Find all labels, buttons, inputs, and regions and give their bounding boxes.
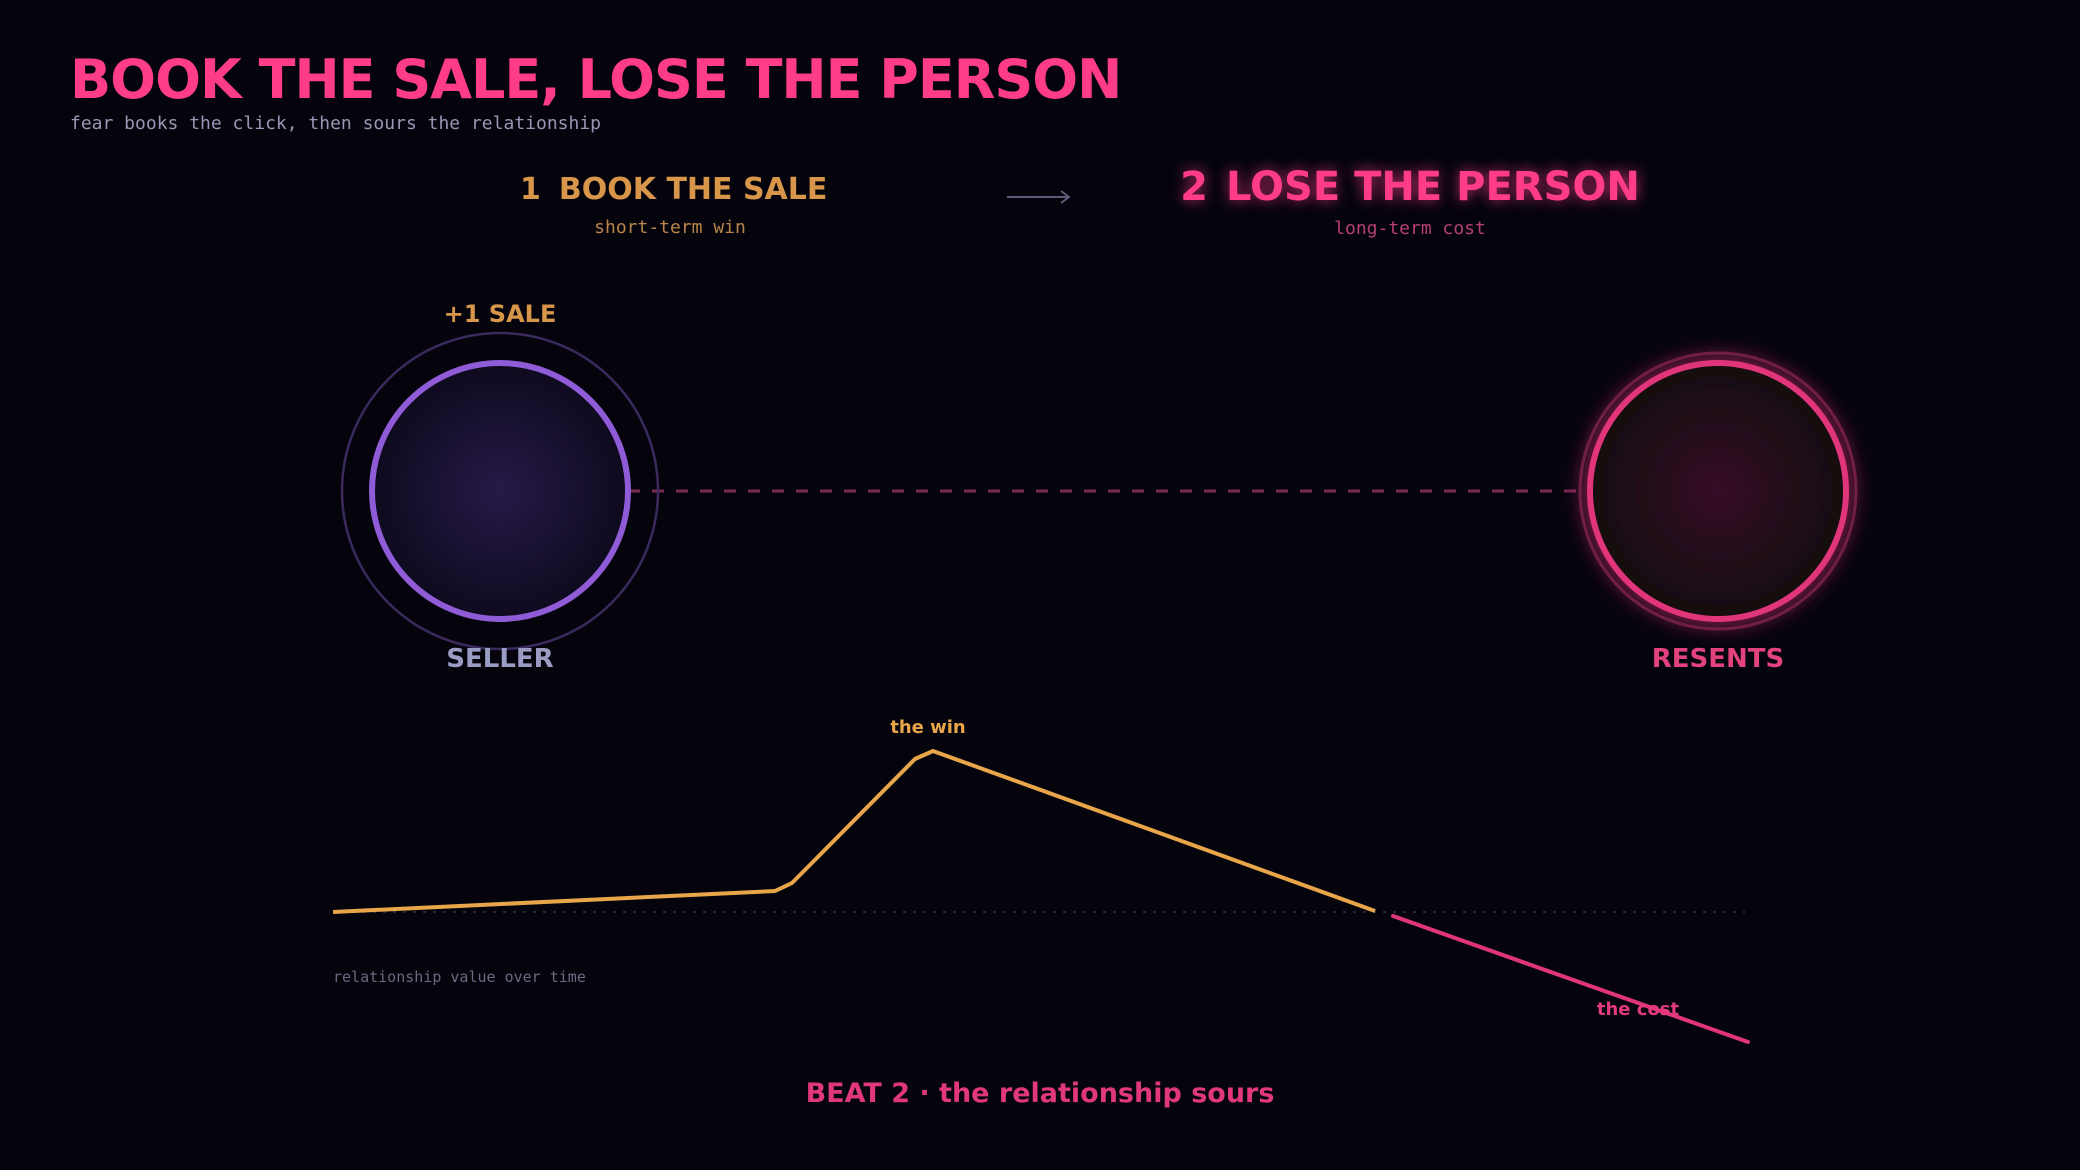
- cost-label: the cost: [1596, 999, 1680, 1020]
- step-number: 2: [1180, 164, 1208, 210]
- step-caption: short-term win: [594, 217, 746, 238]
- step-heading: 2 LOSE THE PERSON: [1180, 164, 1640, 210]
- seller-halo: [340, 331, 660, 651]
- seller-label: SELLER: [446, 644, 554, 674]
- page-subtitle: fear books the click, then sours the rel…: [70, 113, 602, 134]
- win-label: the win: [890, 717, 966, 738]
- step-lose-the-person: 2 LOSE THE PERSON long-term cost: [1180, 164, 1640, 239]
- buyer-node: [1578, 351, 1858, 631]
- win-curve: [332, 749, 1376, 914]
- seller-node: [340, 331, 660, 651]
- sale-badge: +1 SALE: [443, 300, 557, 328]
- step-book-the-sale: 1 BOOK THE SALE short-term win: [520, 172, 827, 238]
- step-caption: long-term cost: [1334, 218, 1486, 239]
- step-number: 1: [520, 172, 541, 207]
- chart-caption: relationship value over time: [333, 968, 586, 986]
- cost-curve: [1391, 914, 1750, 1044]
- buyer-label: RESENTS: [1651, 644, 1785, 674]
- step-label: BOOK THE SALE: [558, 172, 828, 207]
- buyer-halo: [1578, 351, 1858, 631]
- step-label: LOSE THE PERSON: [1225, 164, 1640, 210]
- beat-caption: BEAT 2 · the relationship sours: [805, 1078, 1275, 1109]
- arrow-right-icon: [1007, 190, 1071, 204]
- page-title: BOOK THE SALE, LOSE THE PERSON: [70, 48, 1122, 111]
- step-heading: 1 BOOK THE SALE: [520, 172, 827, 207]
- seller-circle: [369, 360, 631, 622]
- buyer-circle: [1587, 360, 1849, 622]
